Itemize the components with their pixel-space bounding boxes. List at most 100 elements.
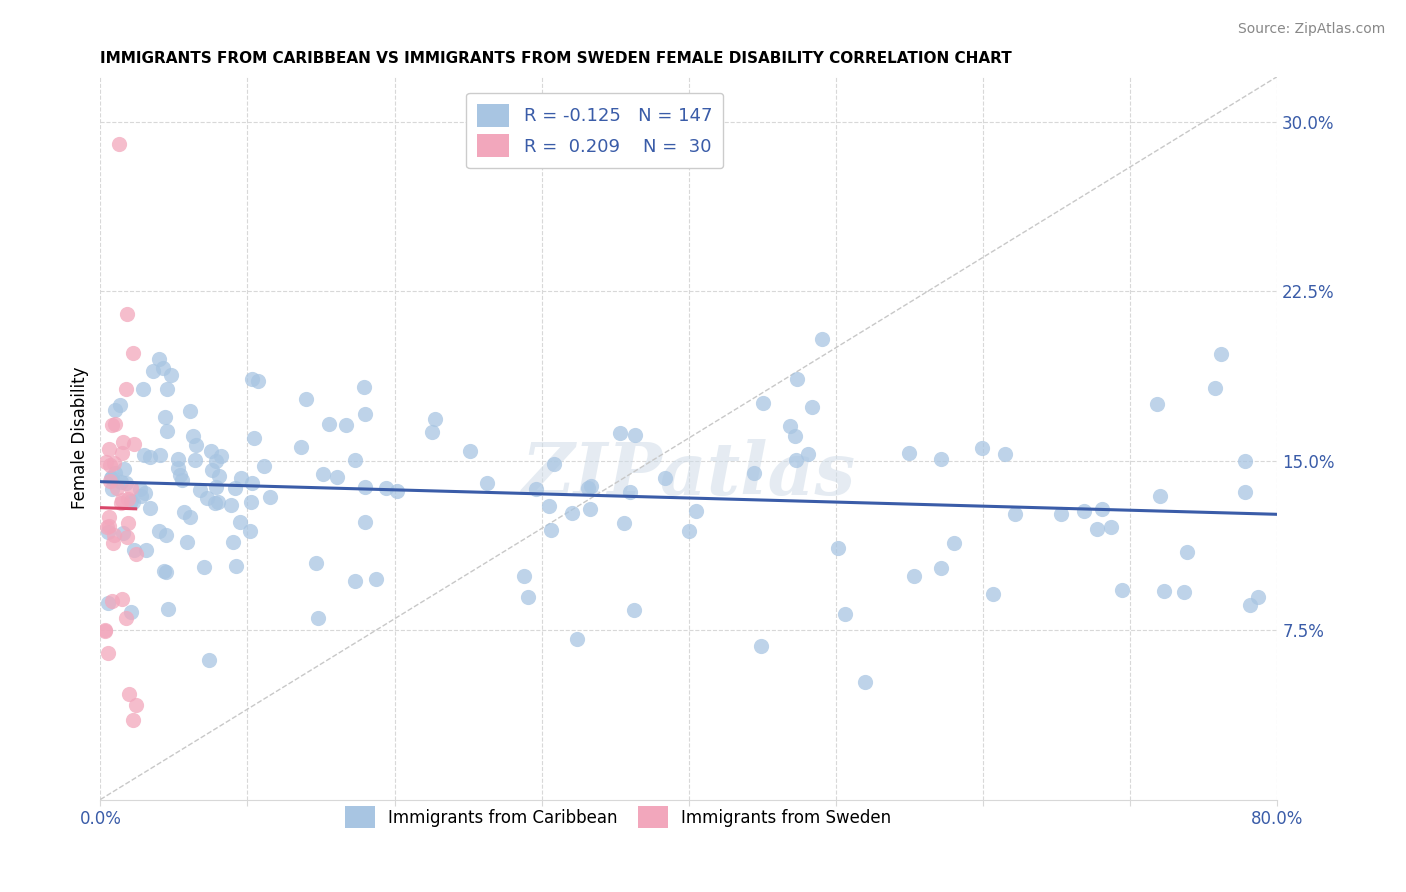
- Point: [98, 442, 121, 456]
- Point: [312, 467, 335, 481]
- Point: [543, 457, 565, 471]
- Point: [576, 481, 599, 495]
- Point: [1173, 584, 1195, 599]
- Point: [1149, 489, 1171, 503]
- Point: [160, 368, 183, 382]
- Point: [157, 602, 180, 616]
- Point: [97, 519, 120, 533]
- Point: [103, 527, 125, 541]
- Point: [375, 482, 398, 496]
- Point: [1004, 508, 1026, 522]
- Point: [307, 611, 329, 625]
- Point: [184, 438, 207, 452]
- Point: [354, 516, 377, 530]
- Point: [335, 418, 357, 433]
- Point: [1099, 520, 1122, 534]
- Point: [100, 593, 122, 607]
- Point: [112, 526, 135, 541]
- Point: [344, 452, 367, 467]
- Point: [252, 458, 274, 473]
- Point: [219, 498, 242, 512]
- Point: [100, 474, 122, 488]
- Point: [1146, 397, 1168, 411]
- Point: [103, 456, 125, 470]
- Point: [259, 490, 281, 504]
- Point: [124, 698, 146, 712]
- Point: [205, 454, 228, 468]
- Point: [801, 401, 824, 415]
- Point: [98, 510, 121, 524]
- Point: [903, 569, 925, 583]
- Point: [100, 482, 122, 496]
- Point: [105, 482, 128, 496]
- Point: [685, 504, 707, 518]
- Point: [94, 455, 117, 469]
- Point: [176, 535, 198, 549]
- Point: [221, 534, 243, 549]
- Point: [581, 479, 603, 493]
- Point: [112, 435, 135, 450]
- Point: [786, 372, 808, 386]
- Point: [783, 429, 806, 443]
- Point: [114, 476, 136, 491]
- Point: [152, 361, 174, 376]
- Point: [561, 506, 583, 520]
- Point: [104, 467, 127, 481]
- Point: [779, 418, 801, 433]
- Point: [613, 516, 636, 530]
- Point: [929, 452, 952, 467]
- Point: [148, 351, 170, 366]
- Point: [318, 417, 340, 431]
- Point: [111, 446, 134, 460]
- Point: [149, 448, 172, 462]
- Point: [540, 523, 562, 537]
- Point: [156, 424, 179, 438]
- Point: [115, 307, 138, 321]
- Point: [166, 452, 188, 467]
- Point: [1204, 381, 1226, 395]
- Point: [240, 495, 263, 509]
- Point: [229, 471, 252, 485]
- Point: [179, 404, 201, 418]
- Point: [135, 542, 157, 557]
- Point: [181, 429, 204, 443]
- Point: [112, 462, 135, 476]
- Point: [239, 524, 262, 538]
- Point: [343, 574, 366, 588]
- Point: [385, 484, 408, 499]
- Point: [512, 569, 534, 583]
- Point: [110, 475, 132, 490]
- Point: [243, 431, 266, 445]
- Text: IMMIGRANTS FROM CARIBBEAN VS IMMIGRANTS FROM SWEDEN FEMALE DISABILITY CORRELATIO: IMMIGRANTS FROM CARIBBEAN VS IMMIGRANTS …: [100, 51, 1012, 66]
- Point: [120, 606, 142, 620]
- Point: [153, 410, 176, 425]
- Point: [132, 382, 155, 396]
- Point: [108, 137, 131, 152]
- Point: [1091, 502, 1114, 516]
- Point: [619, 485, 641, 500]
- Point: [354, 407, 377, 421]
- Point: [134, 485, 156, 500]
- Point: [117, 516, 139, 530]
- Point: [827, 541, 849, 556]
- Point: [742, 466, 765, 480]
- Point: [97, 596, 120, 610]
- Point: [97, 646, 120, 660]
- Point: [114, 611, 136, 625]
- Point: [204, 496, 226, 510]
- Text: Source: ZipAtlas.com: Source: ZipAtlas.com: [1237, 22, 1385, 37]
- Point: [1153, 583, 1175, 598]
- Point: [103, 536, 125, 550]
- Point: [198, 653, 221, 667]
- Text: ZIPatlas: ZIPatlas: [522, 439, 856, 509]
- Point: [565, 632, 588, 646]
- Point: [240, 476, 263, 491]
- Point: [290, 440, 312, 454]
- Point: [129, 489, 152, 503]
- Point: [195, 491, 218, 505]
- Point: [943, 535, 966, 549]
- Point: [537, 499, 560, 513]
- Point: [834, 607, 856, 621]
- Point: [172, 474, 194, 488]
- Point: [94, 624, 117, 638]
